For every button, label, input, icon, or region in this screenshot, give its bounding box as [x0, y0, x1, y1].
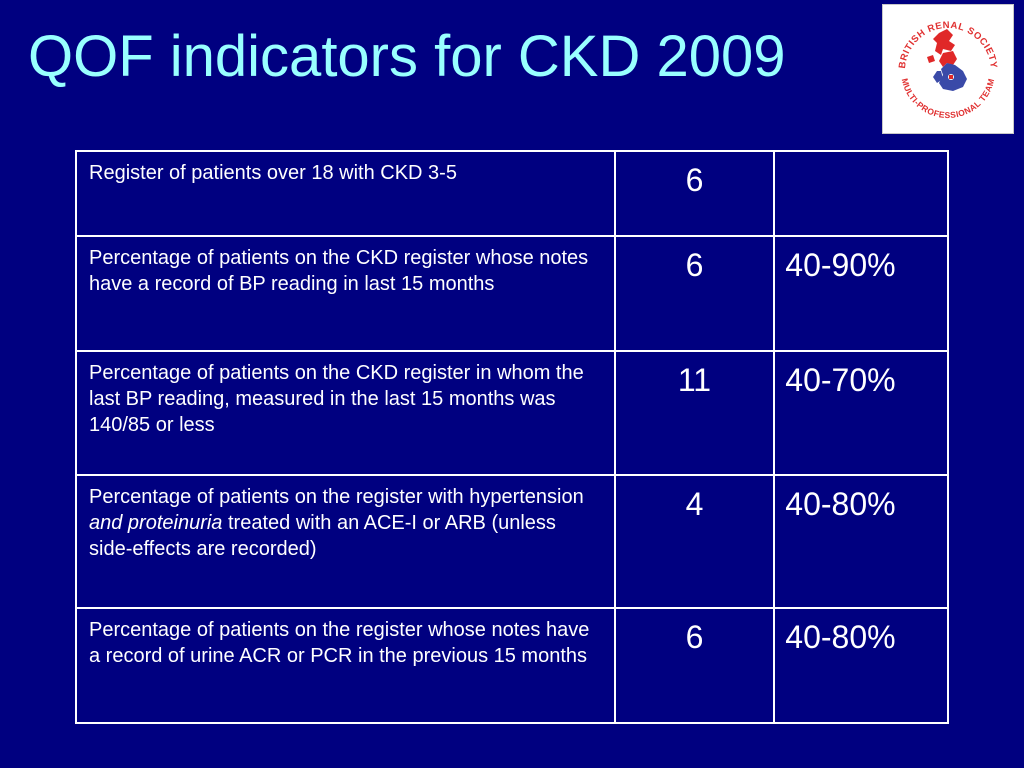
slide-title: QOF indicators for CKD 2009: [28, 24, 786, 89]
indicator-points: 6: [613, 150, 776, 237]
british-renal-society-logo: BRITISH RENAL SOCIETY MULTI-PROFESSIONAL…: [882, 4, 1014, 134]
logo-graphic: BRITISH RENAL SOCIETY MULTI-PROFESSIONAL…: [897, 20, 998, 120]
indicator-description: Percentage of patients on the register w…: [75, 607, 616, 724]
indicator-description: Register of patients over 18 with CKD 3-…: [75, 150, 616, 237]
qof-indicators-table: Register of patients over 18 with CKD 3-…: [75, 150, 949, 724]
table-row: Percentage of patients on the CKD regist…: [75, 350, 949, 476]
indicator-description: Percentage of patients on the CKD regist…: [75, 235, 616, 352]
table-row: Register of patients over 18 with CKD 3-…: [75, 150, 949, 237]
indicator-threshold: 40-90%: [773, 235, 949, 352]
indicator-points: 6: [613, 607, 776, 724]
table-row: Percentage of patients on the CKD regist…: [75, 235, 949, 352]
table-row: Percentage of patients on the register w…: [75, 474, 949, 609]
indicator-threshold: [773, 150, 949, 237]
description-text: Percentage of patients on the register w…: [89, 486, 584, 508]
indicator-points: 4: [613, 474, 776, 609]
description-emphasis: and proteinuria: [89, 512, 223, 534]
table-row: Percentage of patients on the register w…: [75, 607, 949, 724]
uk-map-icon: [927, 29, 967, 91]
indicator-description: Percentage of patients on the register w…: [75, 474, 616, 609]
indicator-threshold: 40-70%: [773, 350, 949, 476]
indicator-description: Percentage of patients on the CKD regist…: [75, 350, 616, 476]
description-text: treated with an ACE-I or ARB (unless sid…: [89, 512, 556, 560]
indicator-threshold: 40-80%: [773, 474, 949, 609]
indicator-threshold: 40-80%: [773, 607, 949, 724]
indicator-points: 11: [613, 350, 776, 476]
indicator-points: 6: [613, 235, 776, 352]
